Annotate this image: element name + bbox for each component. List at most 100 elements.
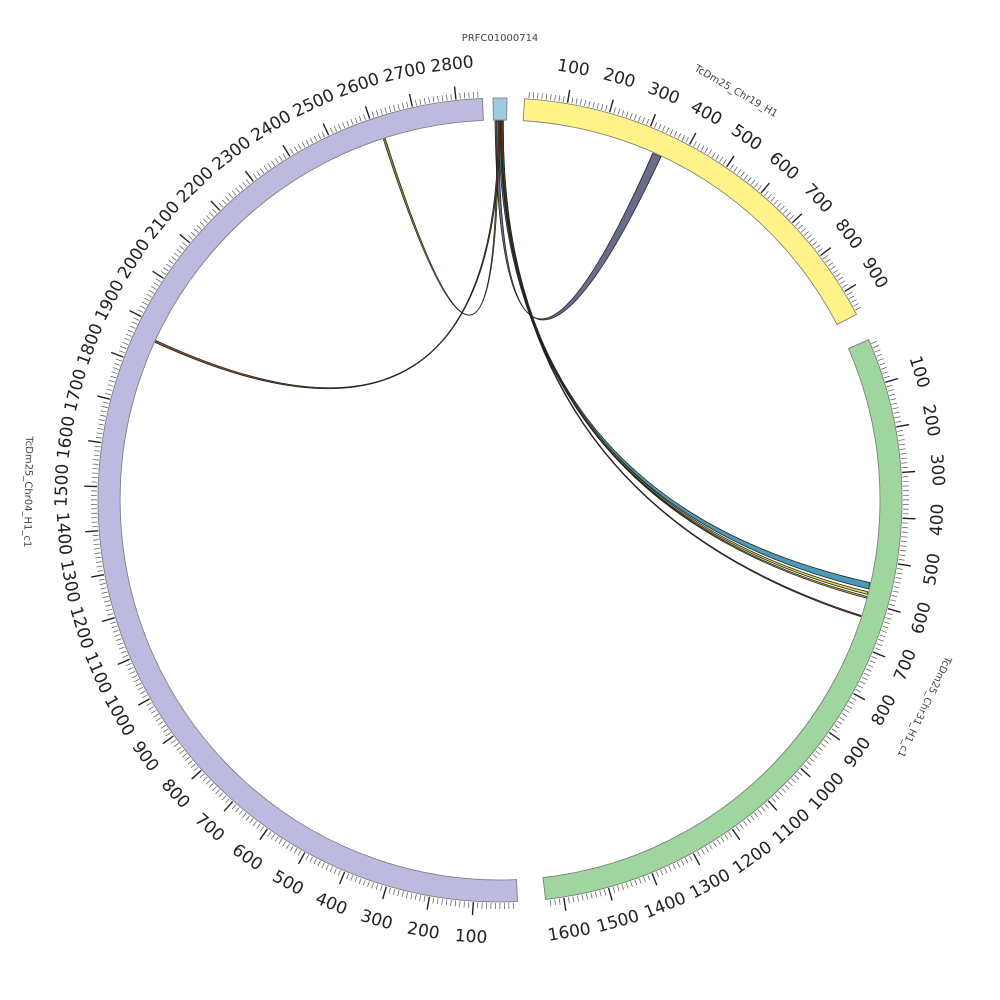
major-tick: [902, 517, 916, 520]
tick-label: 900: [858, 254, 892, 292]
tick-label: 600: [908, 600, 936, 637]
tick-label: 300: [926, 453, 948, 487]
tick-label: 1900: [91, 277, 129, 325]
major-tick: [844, 283, 857, 292]
major-tick: [223, 801, 234, 812]
major-tick: [338, 871, 346, 885]
tick-label: 800: [830, 215, 866, 253]
major-tick: [191, 769, 202, 780]
major-tick: [244, 170, 254, 182]
major-tick: [129, 309, 142, 318]
major-tick: [731, 828, 741, 841]
tick-label: 2000: [114, 235, 155, 282]
tick-label: 1000: [805, 769, 849, 815]
major-tick: [726, 155, 735, 168]
tick-label: 1500: [52, 463, 73, 507]
chromosome-label: PRFC01000714: [462, 33, 539, 44]
major-tick: [767, 800, 778, 811]
major-tick: [607, 887, 613, 901]
tick-label: 1100: [769, 805, 815, 849]
tick-label: 800: [157, 775, 194, 812]
link-tcdm25-chr04-h1-c1-5: [382, 120, 499, 316]
tick-label: 1500: [595, 906, 642, 937]
ticks-layer: [84, 86, 916, 916]
major-tick: [692, 853, 701, 866]
tick-label: 700: [890, 646, 921, 684]
tick-label: 700: [799, 180, 836, 217]
major-tick: [896, 423, 910, 428]
ideogram-tcdm25-chr19-h1: [522, 98, 858, 326]
major-tick: [85, 530, 99, 533]
tick-label: 2700: [381, 58, 428, 87]
major-tick: [800, 767, 811, 778]
major-tick: [885, 377, 899, 384]
tick-label: 400: [927, 503, 948, 536]
major-tick: [162, 735, 174, 745]
major-tick: [297, 852, 306, 865]
link-tcdm25-chr19-h1-0: [494, 120, 662, 321]
tick-label: 200: [918, 403, 944, 439]
tick-label: 1000: [100, 692, 139, 740]
tick-label: 1300: [686, 865, 734, 903]
tick-label: 300: [645, 78, 683, 109]
major-tick: [282, 144, 291, 157]
tick-label: 500: [920, 552, 945, 587]
major-tick: [563, 897, 567, 911]
tick-label: 1300: [56, 558, 84, 604]
tick-label: 1100: [80, 649, 115, 697]
major-tick: [853, 692, 866, 701]
major-tick: [88, 439, 102, 444]
major-tick: [471, 902, 475, 916]
tick-label: 1600: [546, 919, 592, 946]
tick-label: 600: [228, 840, 266, 875]
tick-label: 1700: [61, 367, 91, 414]
tick-label: 2100: [141, 197, 184, 243]
major-tick: [872, 651, 886, 658]
tick-label: 400: [687, 97, 725, 130]
major-tick: [408, 93, 413, 107]
tick-label: 500: [269, 867, 307, 900]
major-tick: [117, 658, 131, 665]
tick-label: 700: [191, 810, 229, 846]
minor-ticks-tcdm25-chr04-h1-c1: [91, 91, 514, 909]
major-tick: [828, 731, 841, 741]
link-tcdm25-chr04-h1-c1-6: [154, 120, 501, 390]
tick-label: 1600: [53, 415, 79, 461]
tick-label: 1200: [729, 837, 776, 878]
major-tick: [91, 574, 105, 578]
major-tick: [820, 247, 832, 257]
major-tick: [322, 123, 330, 136]
tick-label: 1400: [52, 511, 75, 556]
minor-ticks-tcdm25-chr19-h1: [528, 92, 861, 311]
ideogram-layer: [97, 97, 903, 903]
tick-label: 100: [556, 56, 591, 81]
tick-label: 2600: [335, 69, 382, 102]
chromosome-label: TcDm25_Chr04_H1_c1: [21, 435, 34, 547]
ideogram-prfc01000714: [492, 97, 508, 121]
links-layer: [154, 120, 871, 618]
tick-label: 900: [840, 734, 875, 772]
tick-label: 100: [454, 926, 488, 948]
tick-label: 1400: [641, 888, 689, 923]
tick-label: 1800: [73, 321, 107, 369]
tick-label: 900: [127, 738, 162, 776]
major-tick: [651, 872, 658, 886]
major-tick: [364, 106, 371, 119]
tick-label: 500: [727, 120, 765, 155]
link-tcdm25-chr31-h1-c1-4: [501, 120, 862, 618]
tick-label: 600: [765, 148, 803, 184]
tick-label: 2400: [248, 107, 295, 147]
major-tick: [566, 89, 571, 103]
major-tick: [453, 86, 457, 100]
major-tick: [210, 200, 221, 211]
major-tick: [152, 270, 164, 279]
major-tick: [426, 896, 431, 910]
tick-label: 1200: [65, 604, 97, 651]
tick-label: 2800: [430, 52, 475, 77]
tick-label: 800: [868, 691, 901, 729]
major-tick: [897, 563, 911, 567]
major-tick: [259, 828, 268, 841]
major-tick: [179, 233, 191, 244]
